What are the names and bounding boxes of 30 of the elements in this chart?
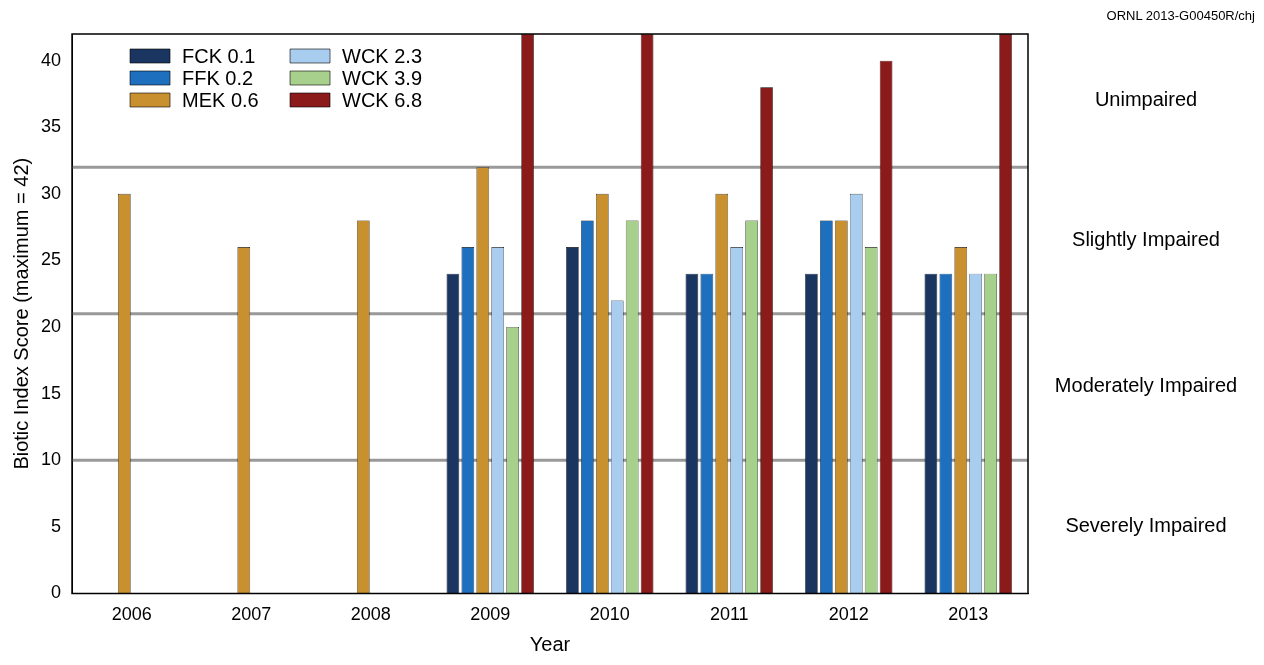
x-tick-label: 2008 — [350, 604, 391, 625]
text: Slightly Impaired — [1072, 227, 1220, 250]
legend-label: MEK 0.6 — [182, 88, 259, 111]
y-tick-label: 30 — [40, 182, 62, 203]
legend-label: WCK 3.9 — [342, 66, 423, 89]
x-tick-label: 2013 — [948, 604, 989, 625]
x-tick-label: 2010 — [589, 604, 630, 625]
x-axis-title: Year — [529, 632, 571, 655]
y-tick-label: 15 — [40, 382, 62, 403]
text: Unimpaired — [1094, 88, 1198, 111]
x-tick-label: 2011 — [709, 604, 749, 625]
y-axis-title: Biotic Index Score (maximum = 42) — [9, 157, 32, 470]
y-tick-label: 25 — [40, 249, 62, 270]
x-tick-label: 2009 — [470, 604, 511, 625]
text: Moderately Impaired — [1054, 374, 1238, 397]
x-tick-label: 2006 — [111, 604, 152, 625]
y-tick-label: 20 — [40, 315, 62, 336]
y-tick-label: 35 — [40, 116, 62, 137]
legend-label: WCK 6.8 — [342, 88, 423, 111]
legend-label: FCK 0.1 — [182, 44, 256, 67]
y-tick-label: 10 — [40, 449, 62, 470]
legend-label: WCK 2.3 — [342, 44, 423, 67]
y-tick-label: 5 — [51, 515, 62, 536]
y-tick-label: 40 — [40, 49, 62, 70]
text: ORNL 2013-G00450R/chj — [1106, 8, 1256, 24]
y-tick-label: 0 — [51, 582, 62, 603]
x-tick-label: 2007 — [231, 604, 272, 625]
x-tick-label: 2012 — [828, 604, 869, 625]
legend-label: FFK 0.2 — [182, 66, 254, 89]
text: Severely Impaired — [1065, 514, 1227, 537]
